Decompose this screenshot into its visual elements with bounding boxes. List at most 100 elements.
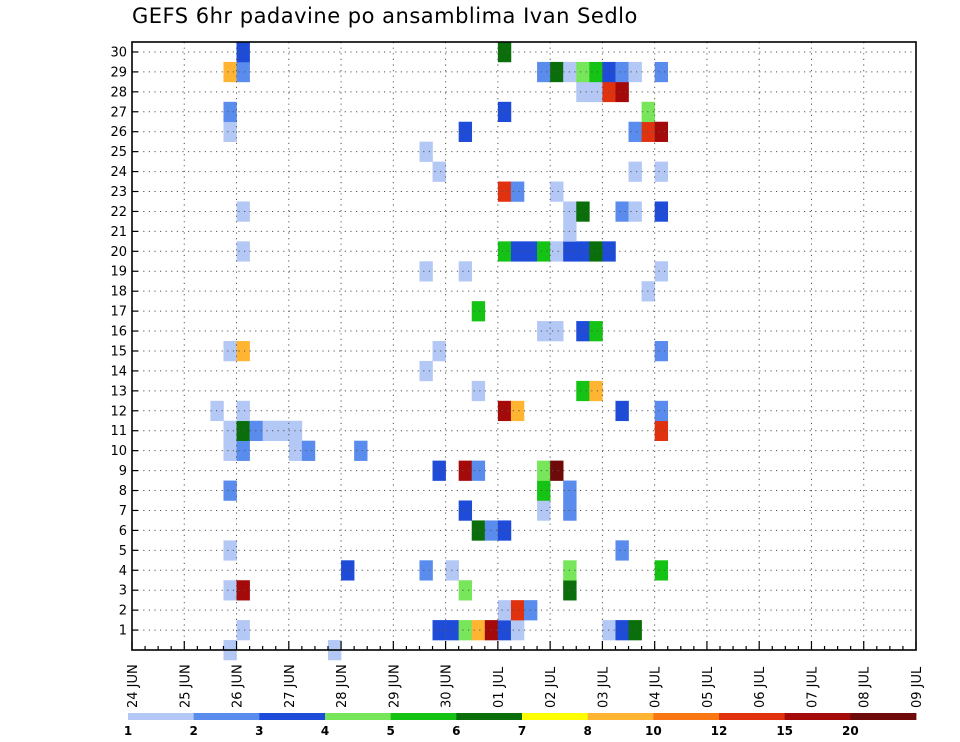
heatmap-cell [497,181,512,202]
heatmap-cell [223,121,237,142]
heatmap-cell [550,321,564,342]
y-tick-label: 22 [110,205,127,220]
heatmap-cell [223,440,237,461]
legend-label: 15 [776,724,793,738]
heatmap-cell [432,161,446,182]
heatmap-cell [471,620,486,641]
heatmap-cell [497,600,512,621]
y-tick-label: 1 [119,624,127,639]
x-tick-label: 26 JUN [231,664,246,708]
x-tick-label: 24 JUN [126,664,141,708]
heatmap-cell [615,81,629,103]
heatmap-cell [236,341,250,362]
legend-label: 3 [255,724,263,738]
heatmap-cell [654,61,669,83]
heatmap-cell [510,620,525,641]
x-tick-label: 28 JUN [335,664,350,708]
heatmap-cell [497,241,512,262]
heatmap-cell [432,620,446,641]
heatmap-cell [236,241,250,262]
legend-swatch [587,713,654,720]
heatmap-cell [432,341,446,362]
legend-label: 10 [645,724,662,738]
heatmap-cell [510,400,525,422]
heatmap-cell [497,400,512,422]
x-tick-label: 05 JUL [701,666,716,708]
y-tick-label: 6 [119,524,127,539]
x-tick-label: 01 JUL [492,666,507,708]
legend-swatch [325,713,392,720]
y-tick-label: 10 [110,444,127,459]
y-tick-label: 14 [110,364,127,379]
y-tick-label: 7 [119,504,127,519]
heatmap-cell [589,380,603,402]
heatmap-cell [628,201,642,222]
heatmap-cell [615,61,629,83]
heatmap-cell [615,201,629,222]
heatmap-cell [419,360,433,382]
heatmap-cell [615,620,629,641]
heatmap-cell [236,420,250,441]
heatmap-cell [589,241,603,262]
y-tick-label: 3 [119,584,127,599]
heatmap-cell [262,420,277,441]
heatmap-cell [236,201,250,222]
heatmap-cell [236,42,250,63]
heatmap-cell [654,161,669,182]
heatmap-cell [471,460,486,481]
heatmap-cell [628,161,642,182]
legend-label: 1 [124,724,132,738]
heatmap-cell [537,460,551,481]
legend-label: 6 [452,724,460,738]
heatmap-cell [615,400,629,422]
heatmap-cell [471,520,486,541]
legend-swatch [390,713,457,720]
x-tick-label: 03 JUL [596,666,611,708]
heatmap-cell [223,341,237,362]
heatmap-cell [576,321,590,342]
heatmap-cell [550,460,564,481]
heatmap-cell [236,620,250,641]
legend-swatch [653,713,720,720]
legend: 1 2 3 4 5 6 7 8 10 12 15 20 [124,713,917,738]
heatmap-cell [419,261,433,282]
heatmap-cell [550,241,564,262]
x-tick-label: 09 JUL [910,666,925,708]
heatmap-cell [510,600,525,621]
heatmap-cell [537,321,551,342]
y-tick-label: 12 [110,404,127,419]
heatmap-cell [497,620,512,641]
heatmap-cell [537,480,551,501]
x-tick-label: 04 JUL [649,666,664,708]
heatmap-cell [471,380,486,402]
x-tick-label: 27 JUN [283,664,298,708]
y-tick-label: 11 [110,424,127,439]
heatmap-cell [275,420,290,441]
chart-title: GEFS 6hr padavine po ansamblima Ivan Sed… [132,4,638,28]
heatmap-cell [654,560,669,581]
heatmap-cell [654,400,669,422]
y-tick-label: 16 [110,325,127,340]
heatmap-cell [301,440,316,461]
legend-label: 12 [711,724,728,738]
heatmap-cell [654,261,669,282]
heatmap-cell [589,321,603,342]
heatmap-cell [236,61,250,83]
heatmap-cell [628,61,642,83]
y-tick-label: 4 [119,564,127,579]
heatmap-cell [654,420,669,441]
heatmap-cell [458,121,473,142]
heatmap-cell [236,580,250,601]
heatmap-cell [537,500,551,521]
heatmap-cell [471,301,486,322]
y-tick-label: 20 [110,245,127,260]
x-tick-label: 08 JUL [858,666,873,708]
legend-swatch [719,713,786,720]
y-tick-label: 21 [110,225,127,240]
legend-swatch [128,713,195,720]
x-tick-label: 29 JUN [387,664,402,708]
y-tick-label: 17 [110,305,127,320]
heatmap-cell [497,101,512,123]
legend-label: 7 [518,724,526,738]
